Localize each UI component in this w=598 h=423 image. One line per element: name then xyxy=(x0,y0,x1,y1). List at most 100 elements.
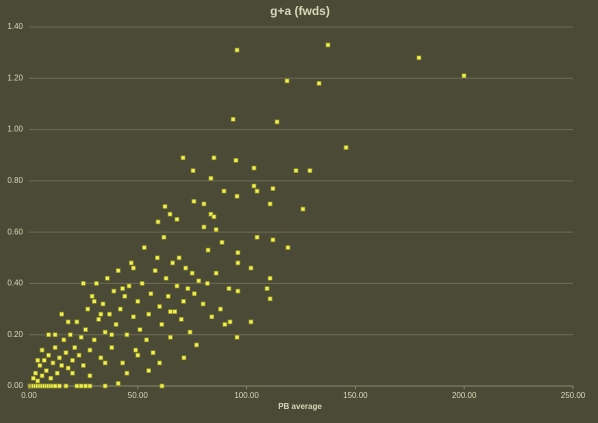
point xyxy=(235,288,241,294)
point xyxy=(270,186,276,191)
point xyxy=(168,309,173,314)
point xyxy=(107,311,112,317)
point xyxy=(83,327,88,332)
point xyxy=(155,219,161,225)
point xyxy=(131,265,136,271)
point xyxy=(416,55,422,61)
point xyxy=(78,334,84,340)
point xyxy=(133,347,138,353)
point xyxy=(185,286,191,291)
x-tick-label: 50.00 xyxy=(128,391,149,400)
point xyxy=(54,370,60,376)
point xyxy=(128,260,134,266)
point xyxy=(254,234,260,240)
point xyxy=(234,334,240,340)
point xyxy=(201,224,207,230)
point xyxy=(248,319,254,325)
point xyxy=(63,350,69,356)
point xyxy=(200,301,206,307)
point xyxy=(205,247,211,253)
point xyxy=(59,311,64,317)
point xyxy=(35,378,41,384)
point xyxy=(65,365,71,371)
point xyxy=(300,206,306,212)
point xyxy=(115,268,121,273)
point xyxy=(167,211,173,217)
point xyxy=(98,355,104,361)
point xyxy=(33,370,38,376)
point xyxy=(192,291,197,297)
point xyxy=(67,332,73,338)
point xyxy=(74,383,80,389)
point xyxy=(235,260,241,266)
y-tick-label: 0.00 xyxy=(7,381,23,390)
point xyxy=(213,270,219,276)
point xyxy=(109,332,115,338)
point xyxy=(170,260,175,266)
point xyxy=(83,383,88,389)
y-tick-label: 0.20 xyxy=(7,330,23,339)
point xyxy=(157,360,162,366)
y-tick-label: 1.00 xyxy=(7,125,23,134)
point xyxy=(89,293,95,299)
point xyxy=(102,383,108,389)
point xyxy=(343,145,349,150)
point xyxy=(163,275,169,281)
point xyxy=(46,352,51,358)
point xyxy=(264,286,270,291)
point xyxy=(187,329,193,335)
point xyxy=(235,250,241,256)
point xyxy=(61,337,67,343)
point xyxy=(139,281,145,286)
point xyxy=(102,360,108,366)
point xyxy=(274,119,280,125)
point xyxy=(50,360,56,366)
point xyxy=(196,278,202,284)
point xyxy=(159,383,165,389)
point xyxy=(57,383,62,389)
x-tick-label: 100.00 xyxy=(234,391,259,400)
point xyxy=(87,373,93,379)
point xyxy=(213,227,219,232)
point xyxy=(205,281,210,286)
point xyxy=(230,116,236,122)
point xyxy=(183,265,189,271)
point xyxy=(181,355,187,361)
point xyxy=(72,345,78,350)
point xyxy=(234,193,240,199)
point xyxy=(251,183,257,189)
point xyxy=(135,299,141,304)
point xyxy=(307,168,313,173)
x-axis-label: PB average xyxy=(278,402,322,411)
point xyxy=(74,319,80,325)
point xyxy=(39,347,45,353)
point xyxy=(201,201,207,207)
point xyxy=(172,309,178,314)
point xyxy=(189,270,195,276)
point xyxy=(251,165,257,171)
y-tick-label: 0.40 xyxy=(7,279,23,288)
point xyxy=(144,337,149,343)
point xyxy=(85,306,91,312)
point xyxy=(104,275,110,281)
x-tick-label: 250.00 xyxy=(561,391,586,400)
point xyxy=(316,81,322,86)
point xyxy=(118,306,123,312)
point xyxy=(226,286,232,291)
point xyxy=(267,275,273,281)
point xyxy=(181,299,186,304)
point xyxy=(165,293,171,299)
point xyxy=(178,316,184,322)
x-tick-label: 0.00 xyxy=(21,391,37,400)
point xyxy=(284,78,290,84)
point xyxy=(70,370,75,376)
point xyxy=(325,42,331,48)
point xyxy=(48,375,54,381)
point xyxy=(120,286,125,291)
point xyxy=(152,268,158,273)
chart-title: g+a (fwds) xyxy=(270,4,330,18)
point xyxy=(52,332,58,338)
point xyxy=(211,214,217,220)
